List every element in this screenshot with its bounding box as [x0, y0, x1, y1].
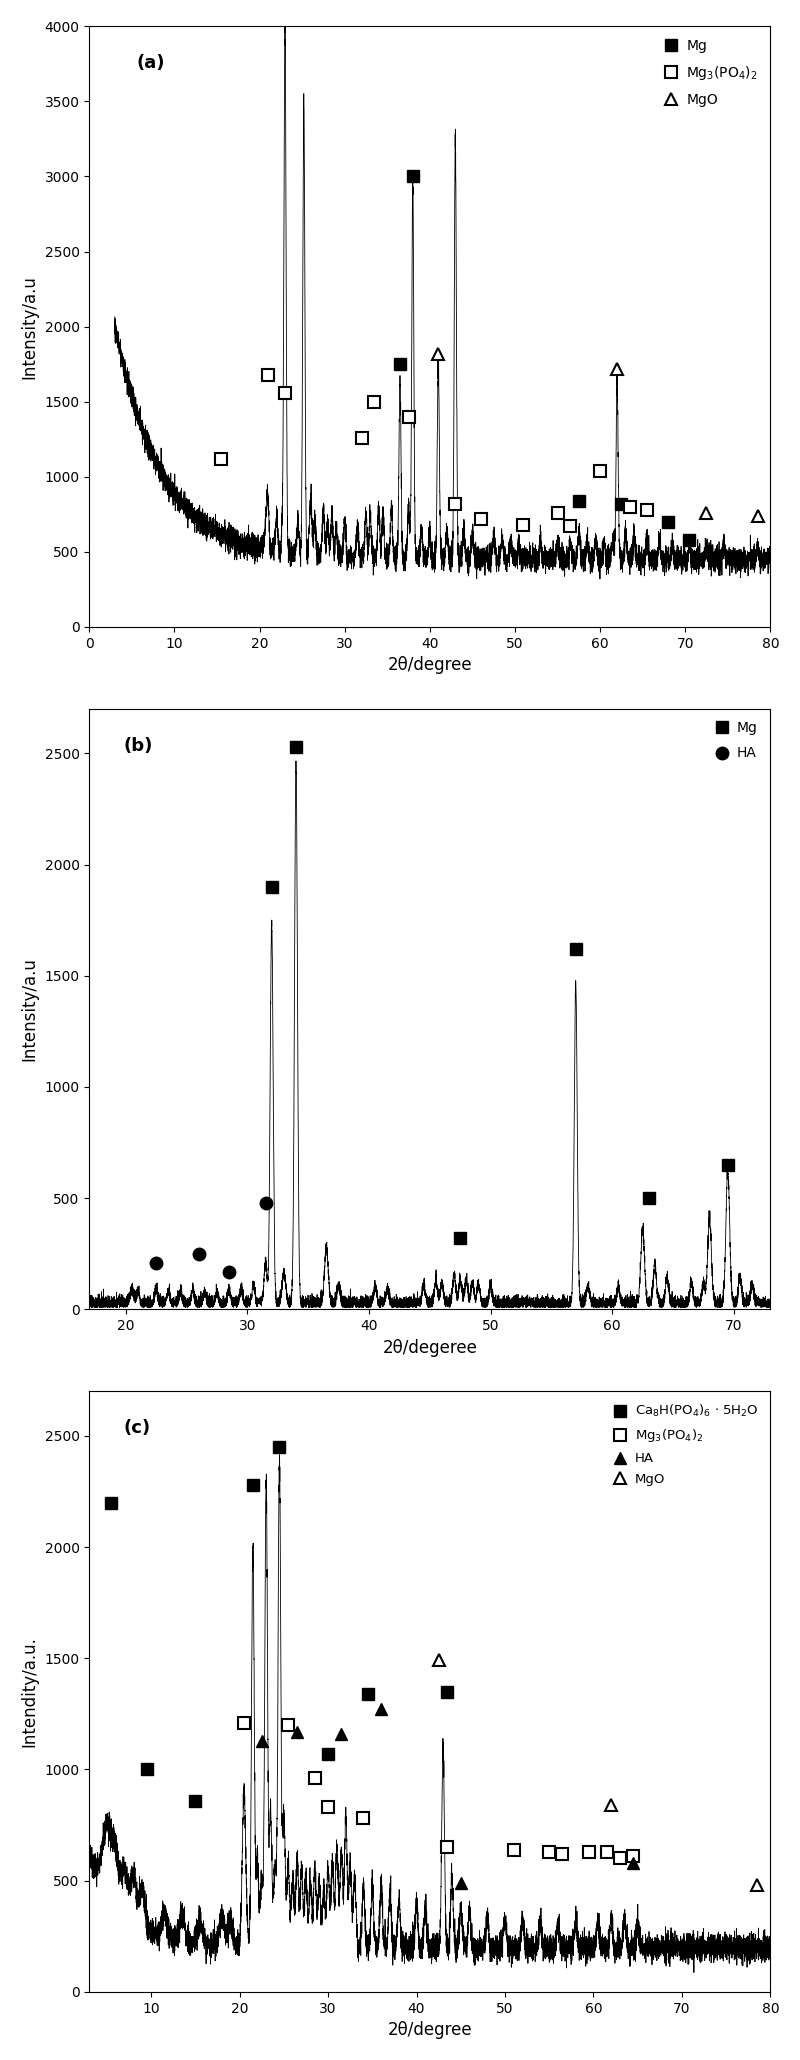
- Text: (a): (a): [137, 54, 166, 72]
- Y-axis label: Intensity/a.u: Intensity/a.u: [21, 958, 39, 1061]
- Text: (c): (c): [123, 1419, 150, 1438]
- X-axis label: 2θ/degree: 2θ/degree: [387, 2021, 472, 2039]
- Y-axis label: Intensity/a.u: Intensity/a.u: [21, 274, 39, 379]
- X-axis label: 2θ/degeree: 2θ/degeree: [382, 1339, 478, 1358]
- Legend: Ca$_8$H(PO$_4$)$_6$ $\cdot$ 5H$_2$O, Mg$_3$(PO$_4$)$_2$, HA, MgO: Ca$_8$H(PO$_4$)$_6$ $\cdot$ 5H$_2$O, Mg$…: [607, 1399, 764, 1491]
- Y-axis label: Intendity/a.u.: Intendity/a.u.: [21, 1636, 39, 1747]
- Legend: Mg, Mg$_3$(PO$_4$)$_2$, MgO: Mg, Mg$_3$(PO$_4$)$_2$, MgO: [657, 33, 763, 113]
- Text: (b): (b): [123, 737, 153, 754]
- Legend: Mg, HA: Mg, HA: [708, 715, 763, 766]
- X-axis label: 2θ/degree: 2θ/degree: [387, 657, 472, 674]
